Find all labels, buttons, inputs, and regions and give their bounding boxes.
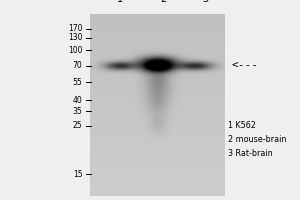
Text: 1: 1: [117, 0, 123, 4]
Text: 1 K562: 1 K562: [228, 121, 256, 130]
Text: 15: 15: [73, 170, 82, 179]
Text: <---: <---: [231, 61, 258, 71]
Text: 2: 2: [160, 0, 166, 4]
Text: 3 Rat-brain: 3 Rat-brain: [228, 150, 273, 158]
Text: 130: 130: [68, 33, 83, 42]
Text: 2 mouse-brain: 2 mouse-brain: [228, 136, 286, 144]
Text: 55: 55: [73, 78, 82, 87]
Text: 35: 35: [73, 107, 82, 116]
Text: 70: 70: [73, 61, 82, 70]
Text: 100: 100: [68, 46, 83, 55]
Text: 3: 3: [202, 0, 208, 4]
Text: 25: 25: [73, 121, 82, 130]
Text: 40: 40: [73, 96, 82, 105]
Text: 170: 170: [68, 24, 83, 33]
